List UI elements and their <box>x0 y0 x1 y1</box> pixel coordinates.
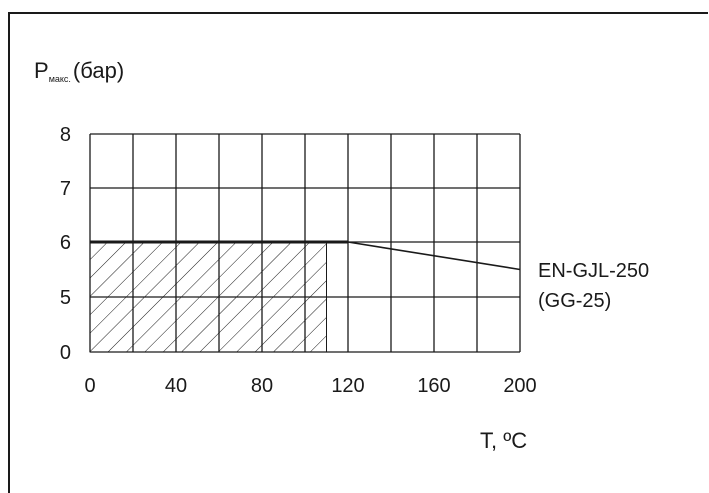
y-tick-label: 7 <box>60 178 71 200</box>
x-tick-label: 80 <box>251 375 273 397</box>
y-axis-label-subscript: макс. <box>48 74 71 84</box>
y-axis-label-unit: (бар) <box>72 58 125 83</box>
y-axis-label: Pмакс.(бар) <box>34 58 124 84</box>
x-tick-label: 160 <box>417 375 450 397</box>
series-label-name-line2: (GG-25) <box>538 290 612 312</box>
y-tick-label: 0 <box>60 342 71 364</box>
series-label-name: EN-GJL-250 <box>538 260 650 282</box>
x-axis-label: T, ºC <box>480 428 528 453</box>
x-tick-label: 40 <box>165 375 187 397</box>
x-tick-label: 200 <box>503 375 536 397</box>
x-tick-label: 0 <box>84 375 95 397</box>
y-tick-label: 5 <box>60 287 71 309</box>
y-tick-label: 8 <box>60 124 71 146</box>
y-axis-label-symbol: P <box>34 58 49 83</box>
series-label: EN-GJL-250 (GG-25) <box>538 256 649 316</box>
chart-frame <box>8 12 708 493</box>
x-tick-label: 120 <box>331 375 364 397</box>
y-tick-label: 6 <box>60 232 71 254</box>
